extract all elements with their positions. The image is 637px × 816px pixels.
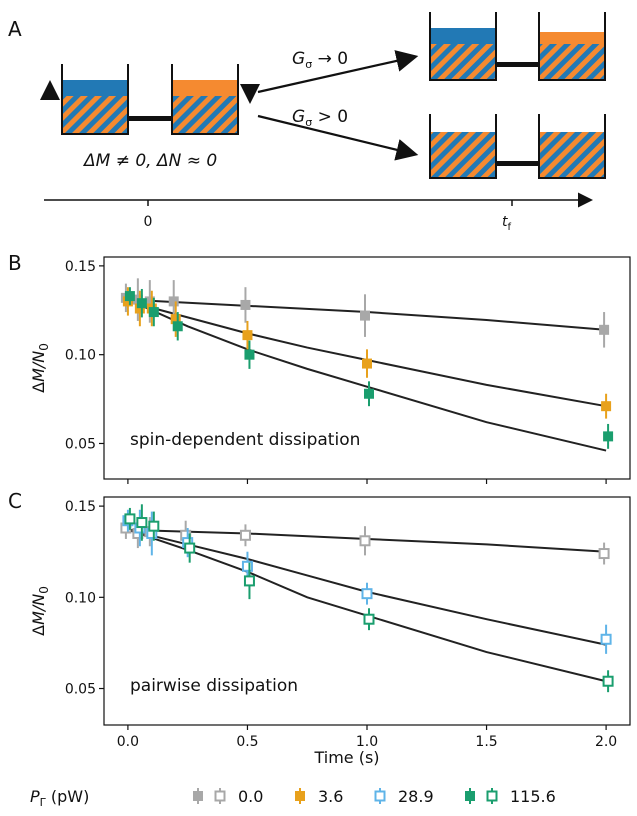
legend-label: 28.9 (398, 787, 434, 806)
panel-letter-c: C (8, 489, 22, 513)
double-well-bottom-right (429, 114, 606, 179)
panel-annotation: pairwise dissipation (130, 676, 298, 696)
data-point (148, 307, 159, 318)
imbalance-label: ΔM ≠ 0, ΔN ≈ 0 (82, 151, 217, 171)
y-tick-label: 0.10 (65, 590, 96, 606)
data-point (136, 517, 148, 529)
x-tick-label: 2.0 (595, 734, 617, 750)
data-point (360, 310, 370, 321)
legend-marker (193, 791, 203, 801)
fit-line (127, 298, 607, 452)
data-point (363, 613, 375, 625)
data-point (241, 560, 253, 572)
panel-letter-a: A (8, 17, 22, 41)
legend-marker (486, 790, 498, 802)
data-point (184, 542, 196, 554)
data-point (148, 520, 160, 532)
data-point (136, 298, 147, 309)
data-point (239, 529, 251, 541)
double-well-top-right (429, 12, 606, 81)
left-double-well (40, 64, 260, 135)
time-final-label: tf (502, 214, 512, 233)
x-tick-label: 1.0 (356, 734, 378, 750)
y-axis-label: ΔM/N0 (29, 586, 51, 636)
data-point (601, 401, 612, 412)
legend-marker (214, 790, 226, 802)
data-point (362, 358, 372, 369)
fit-line (127, 528, 607, 683)
data-point (144, 296, 155, 307)
data-point (172, 321, 183, 332)
data-point (244, 349, 255, 360)
left-well-mixed (62, 96, 128, 134)
data-point (168, 296, 179, 307)
y-tick-label: 0.10 (65, 348, 96, 364)
x-tick-label: 0.0 (117, 734, 139, 750)
data-point (600, 633, 612, 645)
arrow-bottom-label: Gσ > 0 (292, 107, 348, 129)
data-point (361, 588, 373, 600)
data-point (599, 324, 610, 335)
right-well-spin-down (172, 80, 238, 96)
x-tick-label: 0.5 (236, 734, 258, 750)
data-point (122, 296, 133, 307)
x-axis-label: Time (s) (313, 748, 379, 767)
y-axis-label: ΔM/N0 (29, 343, 51, 393)
panel-annotation: spin-dependent dissipation (130, 430, 360, 450)
data-point (242, 330, 253, 341)
legend-marker (374, 790, 386, 802)
data-point (243, 575, 255, 587)
y-tick-label: 0.05 (65, 682, 96, 698)
legend-label: 3.6 (318, 787, 343, 806)
panel-a: A ΔM ≠ 0, ΔN ≈ 0 Gσ → 0 Gσ > 0 (8, 12, 606, 233)
panel-c: C 0.05 0.10 0.15 0.0 0.5 1.0 1.5 2.0 Time (s) ΔM/… (8, 489, 631, 767)
y-tick-label: 0.05 (65, 436, 96, 452)
data-point (364, 388, 374, 399)
y-tick-label: 0.15 (65, 499, 96, 515)
arrow-top-label: Gσ → 0 (292, 49, 348, 71)
data-point (240, 299, 251, 310)
legend-marker (465, 791, 475, 801)
arrow-top (257, 50, 419, 94)
y-tick-label: 0.15 (65, 259, 96, 275)
fit-line (127, 300, 607, 408)
left-well-spin-up (62, 80, 128, 96)
legend-title: PΓ (pW) (30, 787, 89, 809)
legend-label: 115.6 (510, 787, 556, 806)
data-point (602, 675, 614, 687)
data-point (134, 303, 145, 314)
legend-label: 0.0 (238, 787, 263, 806)
legend-marker (295, 791, 305, 801)
data-point (170, 314, 181, 325)
data-point (603, 431, 614, 442)
channel (128, 116, 172, 121)
panel-letter-b: B (8, 251, 22, 275)
right-well-mixed (172, 96, 238, 134)
data-point (359, 535, 371, 547)
panel-b: B 0.05 0.10 0.15 ΔM/N0 spin-dependent dissip… (8, 251, 631, 484)
time-zero-label: 0 (144, 214, 153, 230)
arrow-bottom (257, 114, 419, 161)
legend: PΓ (pW) 0.0 3.6 28.9 115.6 (30, 787, 556, 809)
x-tick-label: 1.5 (475, 734, 497, 750)
data-point (124, 291, 135, 302)
data-point (124, 513, 136, 525)
data-point (598, 548, 610, 560)
